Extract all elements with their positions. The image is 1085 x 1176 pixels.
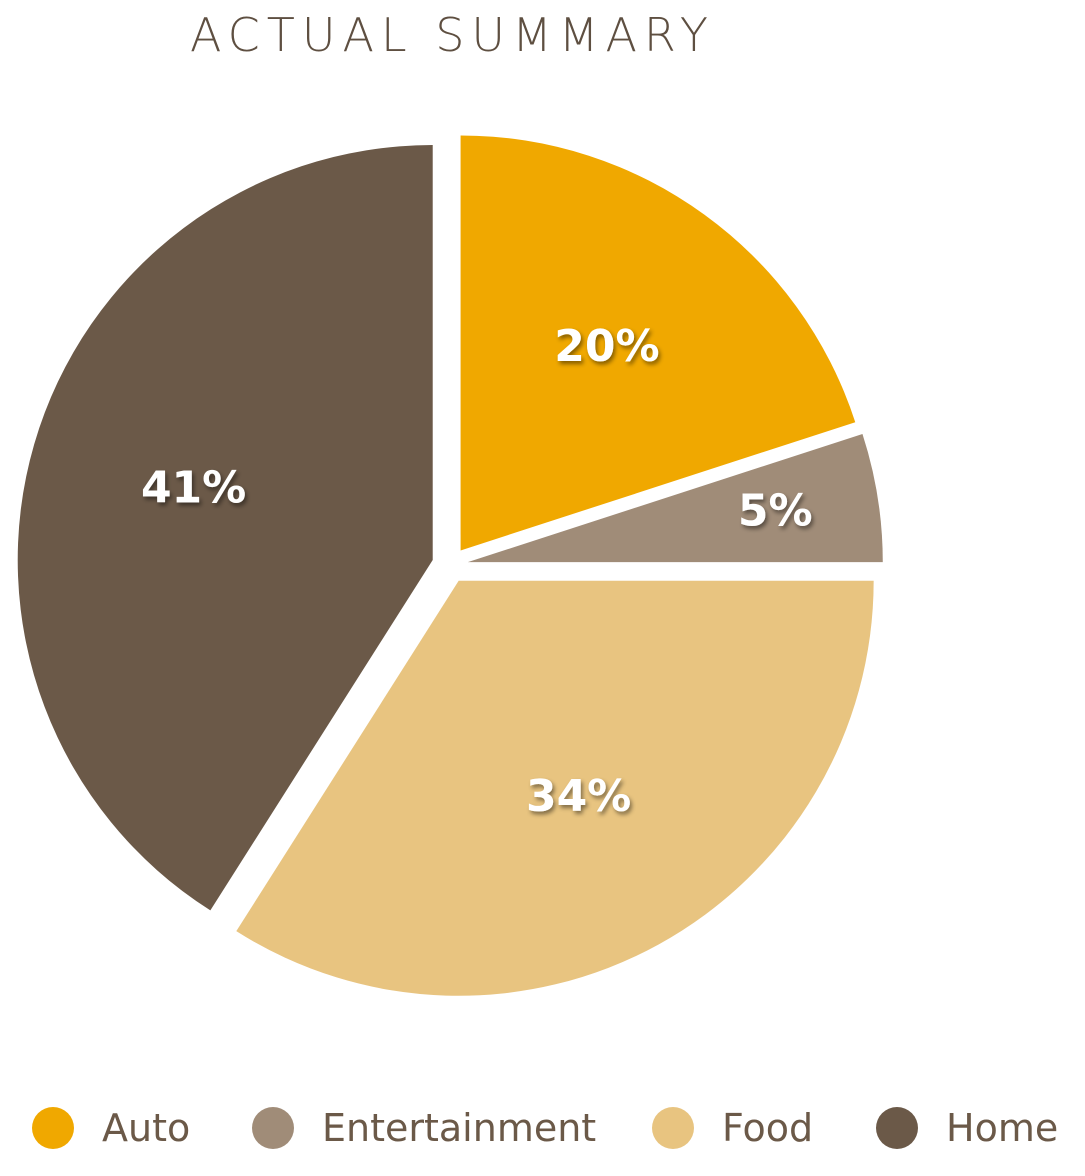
legend-item-auto: Auto [32,1106,190,1150]
legend-swatch [252,1107,294,1149]
legend-item-food: Food [652,1106,813,1150]
pie-slice-food [236,580,874,996]
legend-swatch [652,1107,694,1149]
legend-label: Auto [102,1106,191,1150]
slice-label-entertainment: 5% [738,485,813,536]
legend-label: Entertainment [322,1106,597,1150]
legend-swatch [32,1107,74,1149]
pie-chart: 20% 5% 34% 41% [17,135,883,996]
legend-item-entertainment: Entertainment [252,1106,596,1150]
legend-label: Home [946,1106,1059,1150]
legend: Auto Entertainment Food Home [0,1106,1085,1156]
slice-label-auto: 20% [554,321,659,372]
pie-slice-entertainment [467,433,883,563]
legend-label: Food [722,1106,814,1150]
chart-title: ACTUAL SUMMARY [189,8,716,62]
pie-slice-auto [460,135,856,551]
legend-swatch [876,1107,918,1149]
slice-label-home: 41% [141,463,246,514]
slice-label-food: 34% [526,771,631,822]
legend-item-home: Home [876,1106,1058,1150]
pie-slice-home [17,144,433,911]
